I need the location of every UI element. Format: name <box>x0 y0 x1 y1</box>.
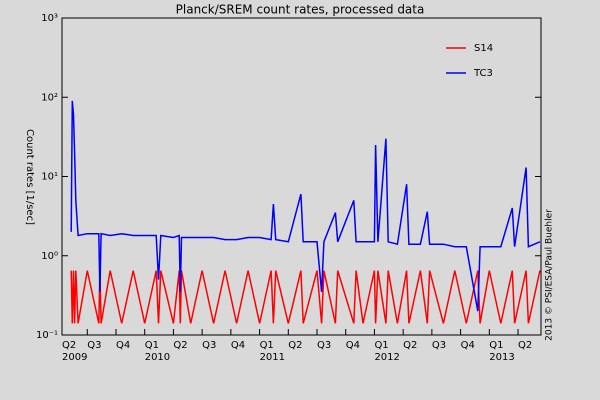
y-tick-label: 10³ <box>41 13 58 24</box>
x-tick-label: Q1 <box>489 340 503 351</box>
x-tick-label: Q1 <box>374 340 388 351</box>
x-tick-label: Q4 <box>461 340 475 351</box>
x-tick-label: Q4 <box>346 340 360 351</box>
x-tick-label: Q3 <box>202 340 216 351</box>
series-line <box>70 270 541 324</box>
y-tick-label: 10⁻¹ <box>36 330 58 341</box>
x-tick-label: Q3 <box>317 340 331 351</box>
y-tick-label: 10⁰ <box>41 251 58 262</box>
x-year-label: 2009 <box>62 352 87 363</box>
legend-label: TC3 <box>473 68 493 79</box>
x-tick-label: Q2 <box>403 340 417 351</box>
x-tick-label: Q4 <box>231 340 245 351</box>
y-tick-label: 10¹ <box>41 172 58 183</box>
y-axis-label: Count rates [1/sec] <box>24 129 35 225</box>
x-tick-label: Q1 <box>260 340 274 351</box>
x-year-label: 2013 <box>489 352 514 363</box>
x-tick-label: Q2 <box>62 340 76 351</box>
credit: 2013 © PSI/ESA/Paul Buehler <box>545 209 555 341</box>
x-year-label: 2010 <box>145 352 170 363</box>
x-tick-label: Q4 <box>116 340 130 351</box>
x-tick-label: Q1 <box>145 340 159 351</box>
x-year-label: 2011 <box>260 352 285 363</box>
y-tick-label: 10² <box>41 92 58 103</box>
x-tick-label: Q2 <box>173 340 187 351</box>
x-tick-label: Q3 <box>432 340 446 351</box>
chart-title: Planck/SREM count rates, processed data <box>176 3 425 17</box>
x-tick-label: Q2 <box>518 340 532 351</box>
x-tick-label: Q2 <box>288 340 302 351</box>
x-tick-label: Q3 <box>87 340 101 351</box>
legend-label: S14 <box>474 43 493 54</box>
x-year-label: 2012 <box>374 352 399 363</box>
series-line <box>70 100 541 312</box>
